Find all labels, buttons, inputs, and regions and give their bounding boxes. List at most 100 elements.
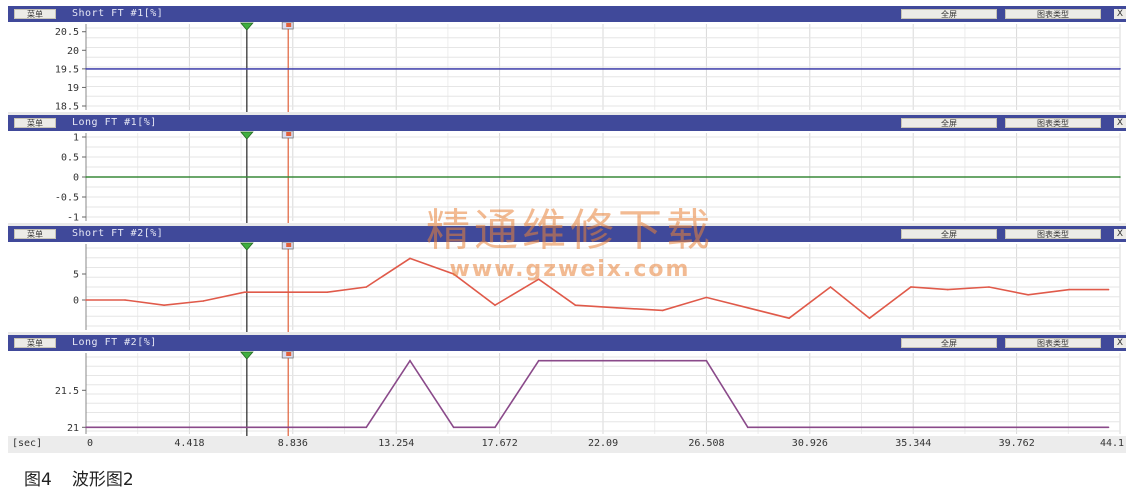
series-line (86, 359, 1109, 429)
panel-title: Long FT #1[%] (72, 117, 157, 128)
data-point (326, 291, 329, 293)
data-point (788, 317, 790, 319)
data-point (746, 307, 749, 309)
fullscreen-button[interactable]: 全屏 (901, 9, 997, 19)
graph-panel-long-ft-2: 菜单 Long FT #2[%] 全屏 图表类型 X 21.5 21 (8, 335, 1126, 436)
panel-title-bar: 菜单 Short FT #2[%] 全屏 图表类型 X (8, 226, 1126, 242)
x-tick-label: 13.254 (378, 438, 415, 449)
cursor-a-icon (239, 242, 254, 251)
y-tick-label: 20.5 (55, 27, 79, 38)
panel-title-bar: 菜单 Long FT #2[%] 全屏 图表类型 X (8, 335, 1126, 351)
data-point (574, 359, 577, 362)
x-tick-label: 8.836 (277, 438, 308, 449)
panel-title-bar: 菜单 Short FT #1[%] 全屏 图表类型 X (8, 6, 1126, 22)
x-tick-label: 22.09 (588, 438, 619, 449)
data-point (1027, 294, 1029, 296)
chart-svg-short-ft-2: 50 (73, 242, 1121, 332)
x-tick-label: 26.508 (688, 438, 725, 449)
menu-button[interactable]: 菜单 (14, 9, 56, 19)
graph-panel-short-ft-1: 菜单 Short FT #1[%] 全屏 图表类型 X 20.5 20 19.5 19… (8, 6, 1126, 112)
data-point (365, 286, 368, 288)
data-point (574, 304, 577, 306)
graph-type-button[interactable]: 图表类型 (1005, 118, 1101, 128)
figure-number: 图4 (24, 470, 52, 490)
x-tick-label: 30.926 (791, 438, 828, 449)
y-tick-label: -1 (67, 213, 79, 224)
y-tick-label: 0 (73, 296, 79, 307)
close-icon[interactable]: X (1114, 338, 1126, 348)
data-point (494, 304, 496, 306)
x-tick-label: 4.418 (174, 438, 205, 449)
plot-area: 21.5 21 (8, 351, 1126, 436)
data-point (1068, 288, 1071, 291)
data-point (452, 273, 455, 275)
y-tick-label: 19 (67, 83, 79, 94)
graph-type-button[interactable]: 图表类型 (1005, 9, 1101, 19)
data-point (788, 426, 790, 429)
data-point (705, 359, 708, 362)
y-tick-label: 1 (73, 133, 79, 144)
graph-type-button[interactable]: 图表类型 (1005, 338, 1101, 348)
data-point (365, 426, 368, 429)
cursor-b-flag (286, 132, 292, 136)
menu-button[interactable]: 菜单 (14, 338, 56, 348)
graph-panel-long-ft-1: 菜单 Long FT #1[%] 全屏 图表类型 X 1 0.5 0 -0.5 -1 (8, 115, 1126, 223)
data-point (1119, 176, 1121, 178)
data-point (163, 304, 165, 306)
chart-svg-short-ft-1: 20.5 20 19.5 19 18.5 (55, 22, 1121, 113)
series-line (86, 257, 1109, 320)
data-point (537, 359, 540, 362)
data-point (202, 300, 204, 302)
y-tick-label: 21.5 (55, 386, 79, 397)
data-point (409, 257, 411, 260)
plot-area: 1 0.5 0 -0.5 -1 (8, 131, 1126, 223)
graph-type-button[interactable]: 图表类型 (1005, 229, 1101, 239)
menu-button[interactable]: 菜单 (14, 118, 56, 128)
close-icon[interactable]: X (1114, 229, 1126, 239)
data-point (661, 359, 664, 362)
data-point (1107, 288, 1110, 291)
fullscreen-button[interactable]: 全屏 (901, 229, 997, 239)
chart-svg-long-ft-1: 1 0.5 0 -0.5 -1 (55, 131, 1121, 224)
data-point (243, 291, 246, 293)
data-point (615, 359, 618, 362)
fullscreen-button[interactable]: 全屏 (901, 338, 997, 348)
data-point (868, 317, 871, 319)
data-point (409, 359, 411, 362)
data-point (494, 426, 496, 429)
panel-title: Short FT #1[%] (72, 8, 164, 19)
x-tick-label: 17.672 (481, 438, 518, 449)
cursor-a-icon (239, 351, 254, 360)
y-tick-label: 20 (67, 46, 79, 57)
y-tick-label: 0 (73, 173, 79, 184)
data-point (85, 68, 87, 70)
fullscreen-button[interactable]: 全屏 (901, 118, 997, 128)
menu-button[interactable]: 菜单 (14, 229, 56, 239)
cursor-a-icon (239, 131, 254, 140)
y-tick-label: 18.5 (55, 102, 79, 113)
y-tick-label: 5 (73, 270, 79, 281)
data-point (910, 286, 912, 288)
figure-caption: 图4 波形图2 (24, 465, 154, 490)
figure-title: 波形图2 (71, 470, 134, 490)
panel-title: Long FT #2[%] (72, 337, 157, 348)
x-axis: [sec] 0 4.418 8.836 13.254 17.672 22.09 26.508… (8, 436, 1126, 453)
plot-area: 20.5 20 19.5 19 18.5 (8, 22, 1126, 112)
y-tick-label: -0.5 (55, 193, 79, 204)
x-tick-label: 39.762 (998, 438, 1035, 449)
data-point (326, 426, 329, 429)
data-point (705, 296, 708, 299)
panel-title-bar: 菜单 Long FT #1[%] 全屏 图表类型 X (8, 115, 1126, 131)
cursor-b-flag (286, 23, 292, 27)
scan-tool-graph-window: 菜单 Short FT #1[%] 全屏 图表类型 X 20.5 20 19.5 19… (8, 6, 1126, 453)
data-point (1119, 68, 1121, 70)
data-point (85, 426, 87, 429)
data-point (452, 426, 455, 429)
cursor-a-icon (239, 22, 254, 31)
close-icon[interactable]: X (1114, 9, 1126, 19)
data-point (988, 286, 990, 288)
close-icon[interactable]: X (1114, 118, 1126, 128)
data-point (124, 299, 126, 301)
data-point (661, 309, 664, 312)
